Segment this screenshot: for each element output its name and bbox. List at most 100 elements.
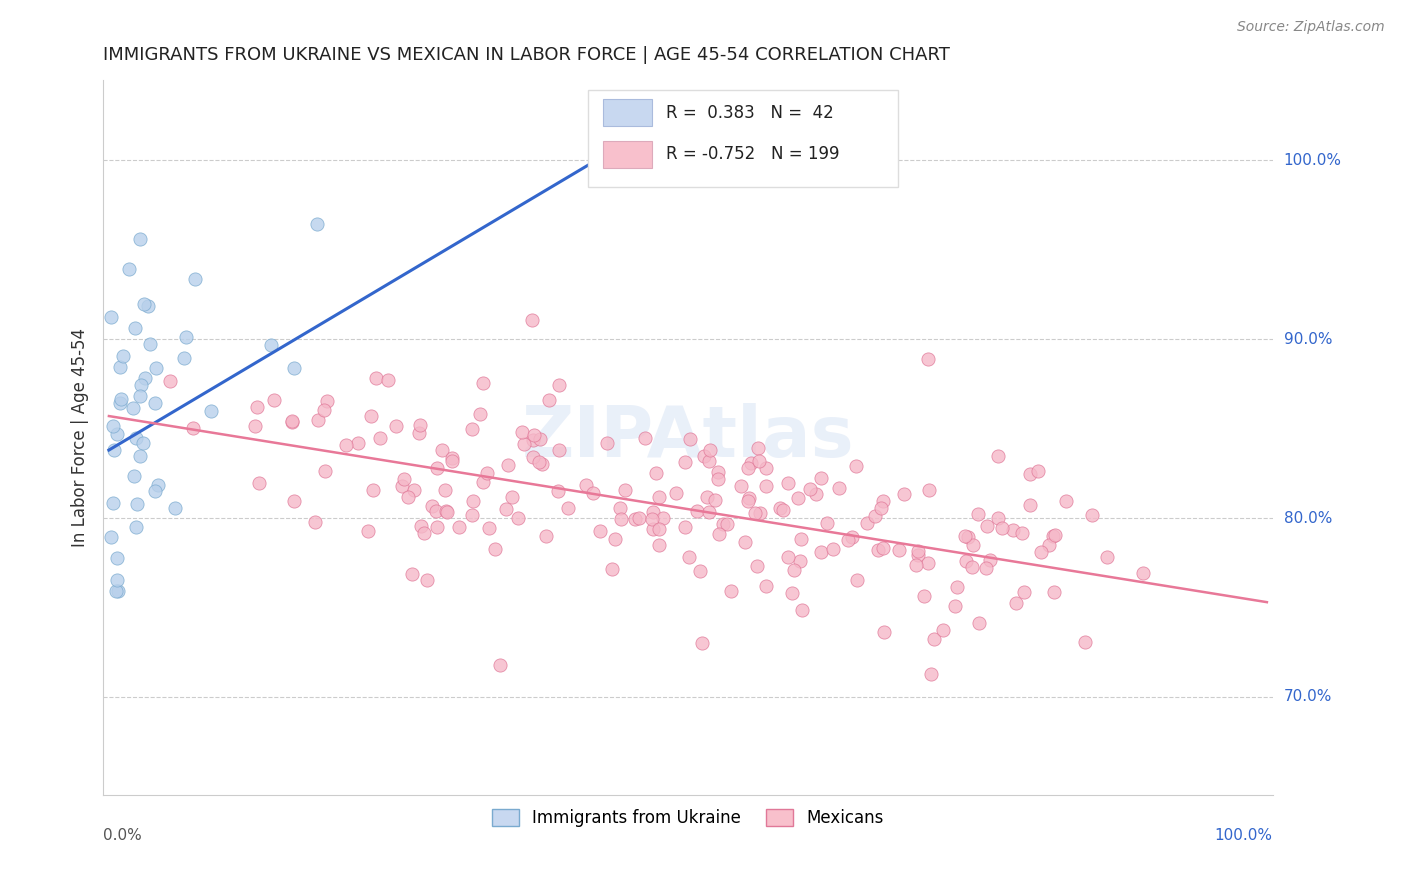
- Point: [953, 529, 976, 543]
- Point: [475, 467, 498, 481]
- Point: [409, 417, 432, 432]
- Point: [134, 371, 156, 385]
- Point: [652, 511, 675, 525]
- Text: Source: ZipAtlas.com: Source: ZipAtlas.com: [1237, 20, 1385, 34]
- Point: [138, 337, 160, 351]
- Point: [747, 441, 769, 455]
- Point: [361, 483, 384, 497]
- Point: [907, 543, 929, 558]
- Text: R =  0.383   N =  42: R = 0.383 N = 42: [665, 103, 834, 121]
- Point: [1011, 526, 1033, 541]
- Point: [720, 584, 742, 599]
- Point: [790, 533, 813, 547]
- Point: [821, 541, 844, 556]
- Point: [716, 517, 738, 532]
- Point: [846, 573, 869, 587]
- Point: [357, 524, 380, 538]
- Point: [641, 512, 664, 526]
- Point: [711, 516, 734, 531]
- Point: [624, 512, 647, 526]
- Point: [641, 522, 664, 536]
- Point: [488, 658, 510, 673]
- Point: [856, 516, 879, 530]
- Point: [633, 431, 655, 445]
- Point: [143, 483, 166, 498]
- Point: [707, 465, 730, 479]
- Point: [280, 414, 302, 428]
- Point: [689, 564, 711, 578]
- Point: [932, 624, 955, 638]
- Point: [425, 504, 447, 518]
- Point: [960, 559, 983, 574]
- Point: [394, 472, 416, 486]
- Point: [693, 449, 716, 463]
- Point: [523, 427, 546, 442]
- Point: [1132, 566, 1154, 580]
- Point: [449, 519, 471, 533]
- Legend: Immigrants from Ukraine, Mexicans: Immigrants from Ukraine, Mexicans: [485, 802, 890, 834]
- Point: [314, 464, 336, 478]
- Point: [527, 455, 550, 469]
- Text: 80.0%: 80.0%: [1284, 510, 1331, 525]
- Point: [246, 401, 269, 415]
- Point: [107, 574, 129, 588]
- Point: [648, 490, 671, 504]
- Text: 0.0%: 0.0%: [103, 828, 142, 843]
- Point: [678, 549, 700, 564]
- Point: [789, 554, 811, 568]
- Point: [121, 401, 143, 415]
- Point: [537, 392, 560, 407]
- Point: [920, 667, 942, 681]
- Point: [790, 603, 813, 617]
- Point: [529, 432, 551, 446]
- Point: [889, 543, 911, 558]
- Point: [472, 376, 495, 391]
- Point: [103, 419, 125, 434]
- Point: [461, 508, 484, 522]
- Point: [1029, 545, 1052, 559]
- Point: [408, 425, 430, 440]
- Point: [128, 232, 150, 246]
- Point: [872, 541, 894, 555]
- Point: [396, 490, 419, 504]
- Point: [804, 487, 827, 501]
- Point: [426, 520, 449, 534]
- Point: [283, 494, 305, 508]
- Text: 70.0%: 70.0%: [1284, 690, 1331, 705]
- Point: [132, 297, 155, 311]
- Point: [335, 438, 357, 452]
- Point: [603, 532, 626, 546]
- Point: [110, 396, 132, 410]
- Point: [122, 468, 145, 483]
- Point: [837, 533, 859, 548]
- Point: [1054, 494, 1077, 508]
- Point: [575, 478, 598, 492]
- Point: [100, 530, 122, 544]
- Point: [304, 515, 326, 529]
- Text: ZIPAtlas: ZIPAtlas: [522, 403, 855, 472]
- Point: [159, 374, 181, 388]
- Point: [696, 490, 718, 504]
- Point: [391, 479, 413, 493]
- Point: [360, 409, 382, 423]
- Point: [547, 484, 569, 499]
- Point: [163, 501, 186, 516]
- Point: [434, 483, 457, 497]
- Text: 90.0%: 90.0%: [1284, 332, 1333, 347]
- Point: [893, 487, 915, 501]
- Point: [307, 217, 329, 231]
- Point: [247, 476, 270, 491]
- Point: [645, 466, 668, 480]
- Point: [748, 453, 770, 467]
- Point: [1002, 524, 1025, 538]
- Point: [404, 483, 426, 497]
- Point: [686, 504, 709, 518]
- Point: [366, 371, 388, 385]
- Point: [776, 475, 799, 490]
- Point: [1081, 508, 1104, 523]
- Point: [409, 518, 432, 533]
- Point: [146, 477, 169, 491]
- Point: [769, 500, 792, 515]
- Point: [589, 524, 612, 538]
- Point: [413, 526, 436, 541]
